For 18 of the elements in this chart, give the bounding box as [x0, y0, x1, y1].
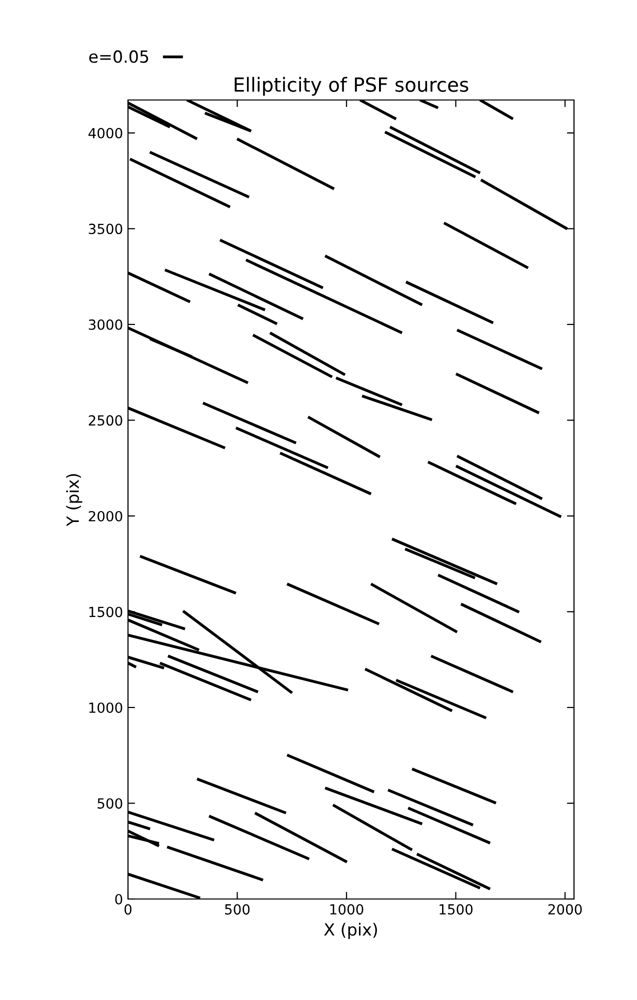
x-tick-label: 1000 — [330, 904, 364, 915]
x-tick-label: 2000 — [548, 904, 582, 915]
y-tick-label: 500 — [98, 798, 122, 809]
x-tick-label: 1500 — [440, 904, 473, 915]
x-axis-title: X (pix) — [324, 922, 377, 939]
y-tick-label: 4000 — [88, 128, 122, 138]
y-tick-label: 3500 — [88, 224, 122, 234]
y-tick-label: 1500 — [89, 606, 122, 618]
y-tick-label: 2500 — [88, 415, 122, 426]
y-axis-title: Y (pix) — [66, 474, 82, 526]
y-tick-label: 0 — [115, 894, 122, 904]
y-tick-label: 1000 — [89, 702, 122, 713]
x-tick-label: 0 — [124, 904, 132, 915]
x-tick-label: 500 — [225, 904, 250, 915]
legend-label: e=0.05 — [89, 50, 148, 63]
chart-title: Ellipticity of PSF sources — [234, 76, 468, 96]
y-tick-label: 2000 — [88, 510, 122, 522]
y-tick-label: 3000 — [88, 319, 122, 330]
